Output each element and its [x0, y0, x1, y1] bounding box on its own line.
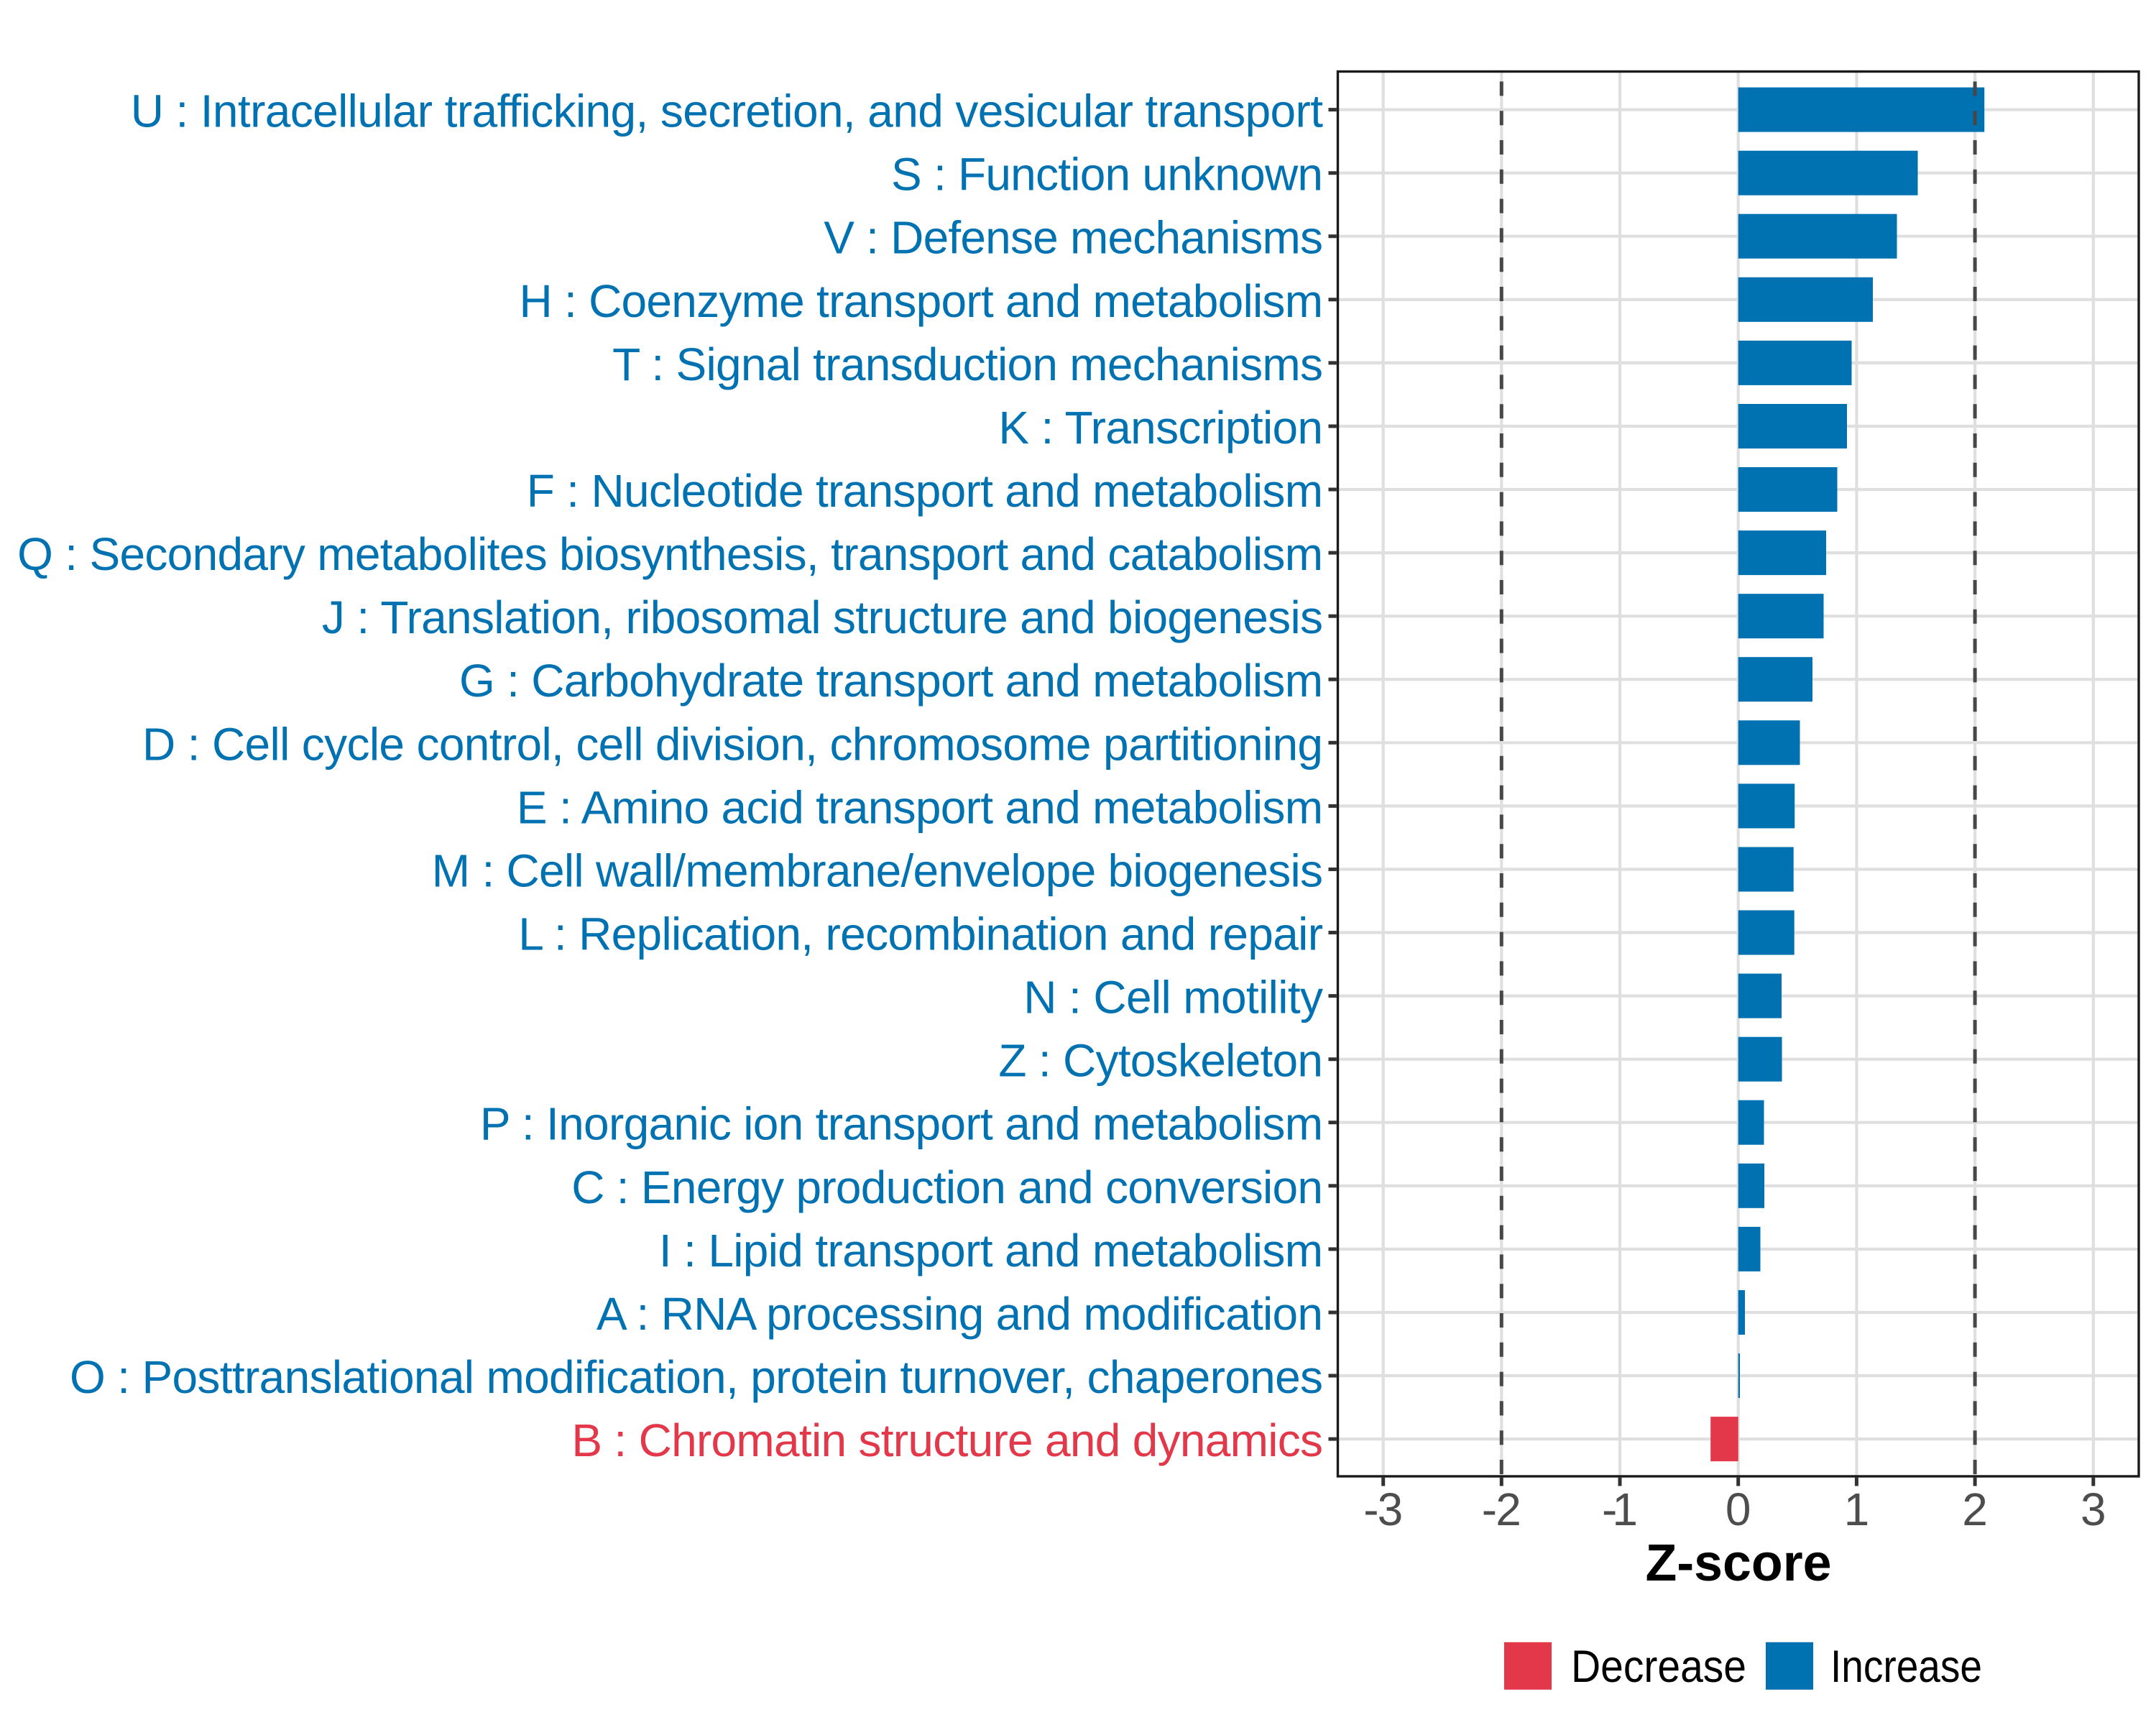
svg-text:C : Energy production and conv: C : Energy production and conversion: [571, 1162, 1323, 1213]
svg-text:B : Chromatin structure and dy: B : Chromatin structure and dynamics: [571, 1414, 1323, 1466]
svg-text:H : Coenzyme transport and met: H : Coenzyme transport and metabolism: [520, 275, 1324, 327]
svg-text:J : Translation, ribosomal str: J : Translation, ribosomal structure and…: [322, 592, 1323, 643]
svg-text:O : Posttranslational modifica: O : Posttranslational modification, prot…: [70, 1351, 1323, 1403]
svg-text:1: 1: [1844, 1484, 1870, 1535]
svg-text:Q : Secondary metabolites bios: Q : Secondary metabolites biosynthesis, …: [17, 528, 1323, 580]
svg-text:F : Nucleotide transport and m: F : Nucleotide transport and metabolism: [527, 465, 1323, 517]
svg-text:-2: -2: [1482, 1484, 1521, 1535]
svg-text:-3: -3: [1363, 1484, 1403, 1535]
svg-text:A : RNA processing and modific: A : RNA processing and modification: [596, 1288, 1323, 1340]
svg-text:-1: -1: [1602, 1484, 1638, 1535]
svg-text:Decrease: Decrease: [1571, 1642, 1746, 1692]
svg-text:I : Lipid transport and metabo: I : Lipid transport and metabolism: [659, 1225, 1323, 1276]
svg-text:Increase: Increase: [1830, 1642, 1982, 1692]
svg-text:U : Intracellular trafficking,: U : Intracellular trafficking, secretion…: [131, 86, 1324, 137]
svg-text:S : Function unknown: S : Function unknown: [891, 149, 1323, 201]
svg-text:E : Amino acid transport and m: E : Amino acid transport and metabolism: [517, 781, 1323, 833]
svg-text:P : Inorganic ion transport an: P : Inorganic ion transport and metaboli…: [480, 1098, 1323, 1150]
svg-text:G : Carbohydrate transport and: G : Carbohydrate transport and metabolis…: [459, 655, 1323, 707]
svg-text:D : Cell cycle control, cell d: D : Cell cycle control, cell division, c…: [142, 718, 1323, 770]
svg-text:0: 0: [1726, 1484, 1751, 1535]
svg-text:L : Replication, recombination: L : Replication, recombination and repai…: [518, 908, 1323, 960]
svg-text:2: 2: [1962, 1484, 1988, 1535]
svg-text:N : Cell motility: N : Cell motility: [1023, 972, 1323, 1024]
svg-text:T : Signal transduction mechan: T : Signal transduction mechanisms: [612, 339, 1323, 390]
svg-text:V : Defense mechanisms: V : Defense mechanisms: [824, 212, 1323, 264]
svg-text:K : Transcription: K : Transcription: [998, 402, 1323, 454]
svg-text:M : Cell wall/membrane/envelop: M : Cell wall/membrane/envelope biogenes…: [432, 845, 1323, 897]
svg-text:3: 3: [2081, 1484, 2106, 1535]
svg-text:Z : Cytoskeleton: Z : Cytoskeleton: [998, 1035, 1323, 1087]
svg-text:Z-score: Z-score: [1646, 1535, 1832, 1592]
